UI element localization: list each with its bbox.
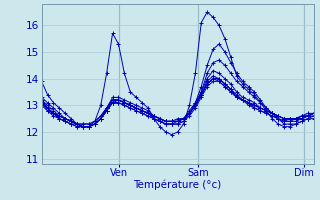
X-axis label: Température (°c): Température (°c) <box>133 180 222 190</box>
